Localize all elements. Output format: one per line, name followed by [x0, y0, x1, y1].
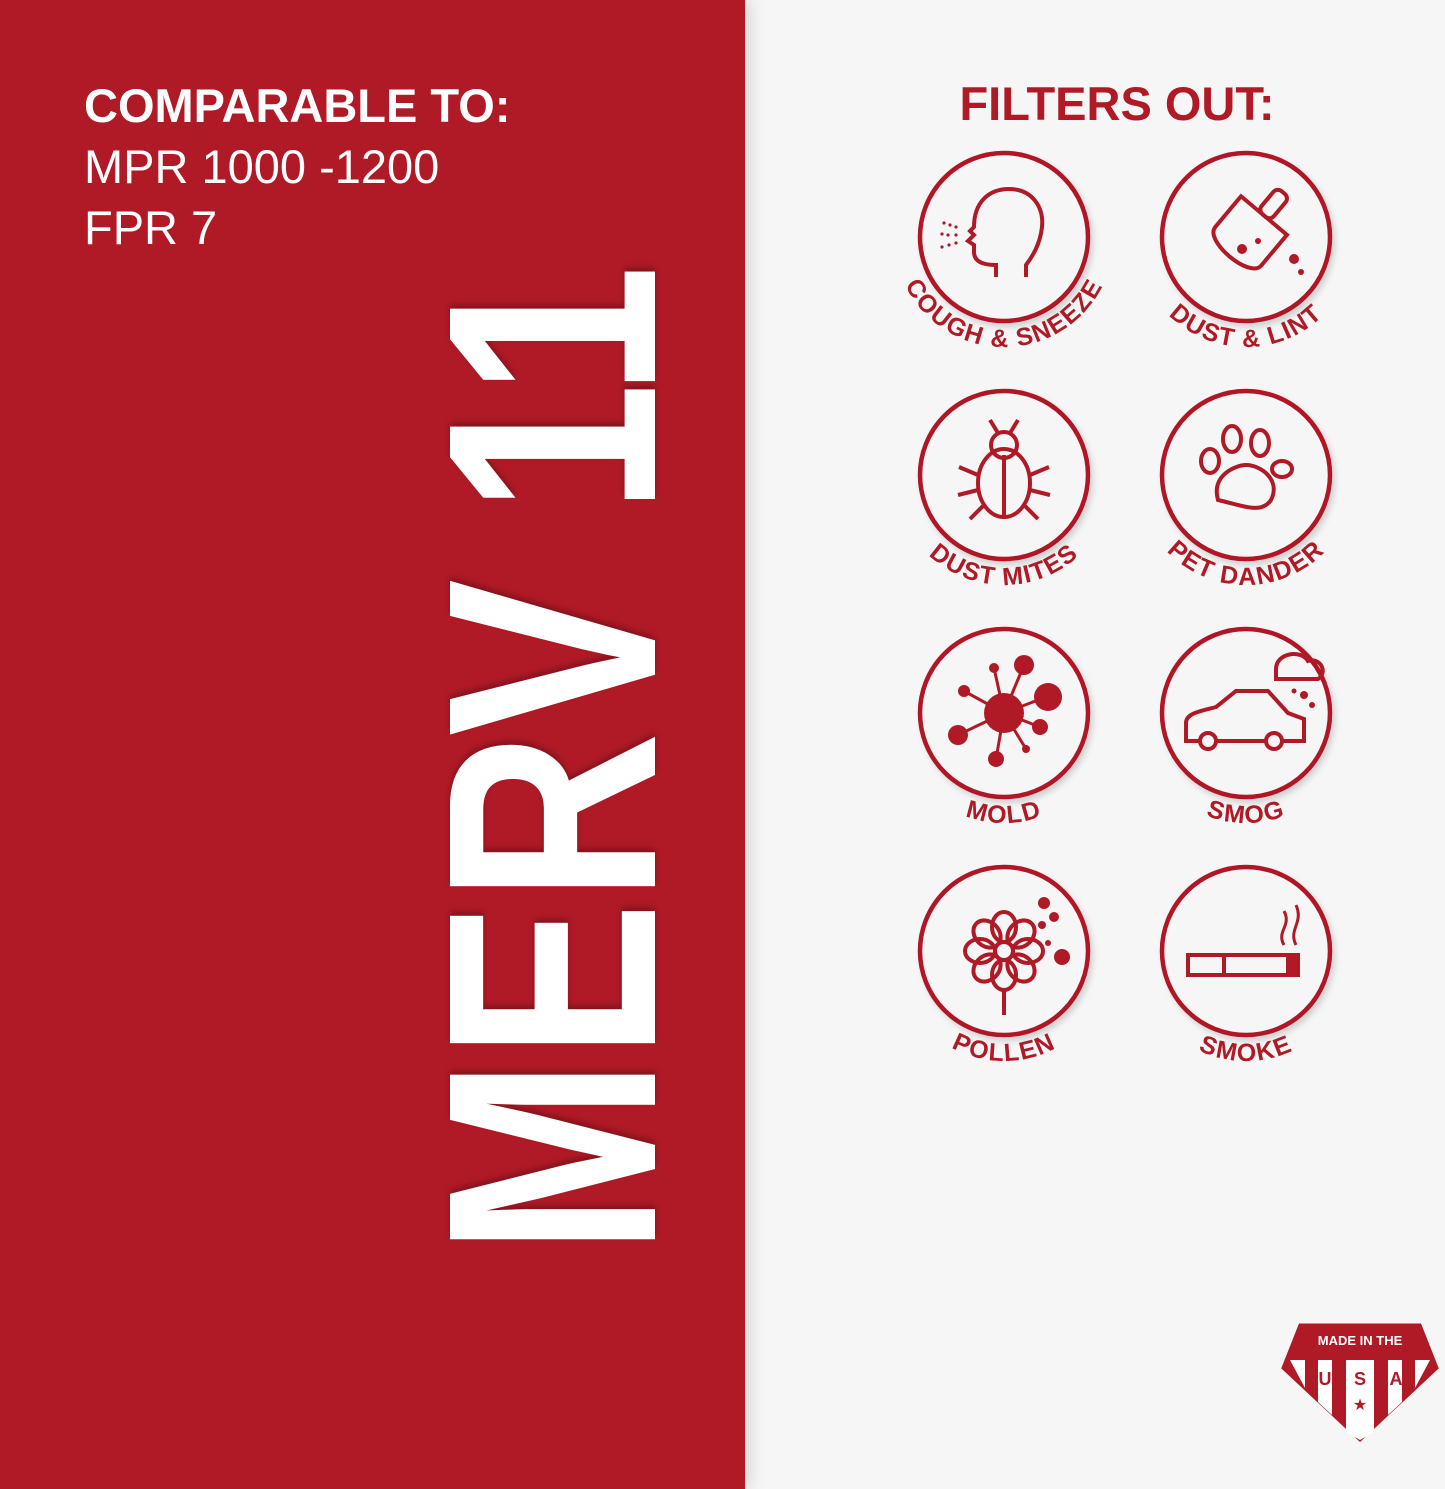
filter-item: COUGH & SNEEZE [899, 150, 1107, 353]
head-sneeze-icon [940, 186, 1045, 277]
filter-label: MOLD [963, 795, 1043, 829]
filter-item: POLLEN [917, 864, 1091, 1067]
cigarette-icon [1186, 904, 1300, 977]
comparable-mpr: MPR 1000 -1200 [84, 140, 440, 193]
svg-text:SMOG: SMOG [1204, 795, 1288, 830]
icon-circle [1159, 150, 1333, 324]
filters-title: FILTERS OUT: [959, 77, 1275, 130]
filter-label: SMOG [1204, 795, 1287, 830]
svg-text:MOLD: MOLD [963, 795, 1044, 829]
mold-spore-icon [948, 655, 1062, 767]
filter-item: DUST MITES [917, 388, 1091, 592]
icon-circle [917, 864, 1091, 1038]
dustpan-icon [1211, 187, 1304, 275]
merv-rating-text: MERV 11 [386, 265, 719, 1255]
icon-circle [1159, 626, 1333, 800]
icon-circle [1159, 388, 1333, 562]
flower-icon [963, 897, 1070, 1015]
icon-circle [917, 150, 1091, 324]
comparable-fpr: FPR 7 [84, 201, 218, 254]
merv-rating: MERV 11 [386, 265, 719, 1255]
paw-icon [1199, 424, 1294, 510]
badge-letter-u: U [1319, 1369, 1332, 1389]
comparable-title: COMPARABLE TO: [84, 79, 511, 132]
usa-badge-icon: MADE IN THE U S A ★ [1281, 1323, 1439, 1443]
filter-item: PET DANDER [1159, 388, 1333, 591]
filter-item: SMOKE [1159, 864, 1333, 1067]
badge-letter-a: A [1390, 1369, 1403, 1389]
badge-text: MADE IN THE [1318, 1333, 1403, 1348]
filter-item: MOLD [917, 626, 1091, 829]
car-smog-icon [1184, 652, 1325, 751]
filter-item: SMOG [1159, 626, 1333, 830]
red-panel [0, 0, 745, 1489]
icon-circle [1159, 864, 1333, 1038]
filter-item: DUST & LINT [1159, 150, 1333, 353]
star-icon: ★ [1353, 1397, 1367, 1414]
badge-letter-s: S [1354, 1369, 1366, 1389]
bug-icon [957, 418, 1051, 521]
